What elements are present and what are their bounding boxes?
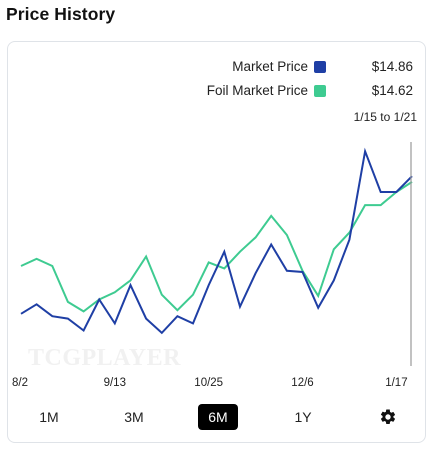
x-tick-label: 10/25	[194, 377, 223, 389]
page-title: Price History	[6, 4, 116, 24]
legend-label-foil-market-price: Foil Market Price	[206, 83, 308, 98]
plot-area	[20, 142, 413, 366]
legend-value-foil-market-price: $14.62	[371, 83, 413, 98]
legend-row-market-price: Market Price $14.86	[8, 59, 427, 77]
legend-swatch-foil-market-price	[314, 85, 326, 97]
gear-icon[interactable]	[379, 408, 397, 426]
range-button-3m[interactable]: 3M	[124, 409, 144, 425]
range-button-1m[interactable]: 1M	[39, 409, 59, 425]
price-history-card: Market Price $14.86 Foil Market Price $1…	[7, 41, 426, 443]
legend-value-market-price: $14.86	[371, 59, 413, 74]
x-tick-label: 1/17	[385, 377, 407, 389]
selected-range-label: 1/15 to 1/21	[353, 110, 417, 124]
price-line-chart[interactable]: TCGPLAYER 8/2 9/13 10/25 12/6 1/17	[8, 42, 427, 402]
gear-icon-glyph	[380, 409, 396, 424]
range-button-6m[interactable]: 6M	[198, 404, 238, 430]
series-line-market-price	[20, 147, 413, 335]
legend-swatch-market-price	[314, 61, 326, 73]
legend-row-foil-market-price: Foil Market Price $14.62	[8, 83, 427, 101]
legend-label-market-price: Market Price	[232, 59, 308, 74]
x-tick-label: 8/2	[12, 377, 28, 389]
tcgplayer-watermark: TCGPLAYER	[28, 345, 181, 371]
range-button-1y[interactable]: 1Y	[294, 409, 312, 425]
x-axis-ticks: 8/2 9/13 10/25 12/6 1/17	[12, 377, 408, 389]
x-tick-label: 12/6	[291, 377, 313, 389]
time-range-controls: 1M 3M 6M 1Y	[8, 402, 427, 432]
x-tick-label: 9/13	[104, 377, 126, 389]
series-line-foil-market-price	[20, 181, 413, 313]
